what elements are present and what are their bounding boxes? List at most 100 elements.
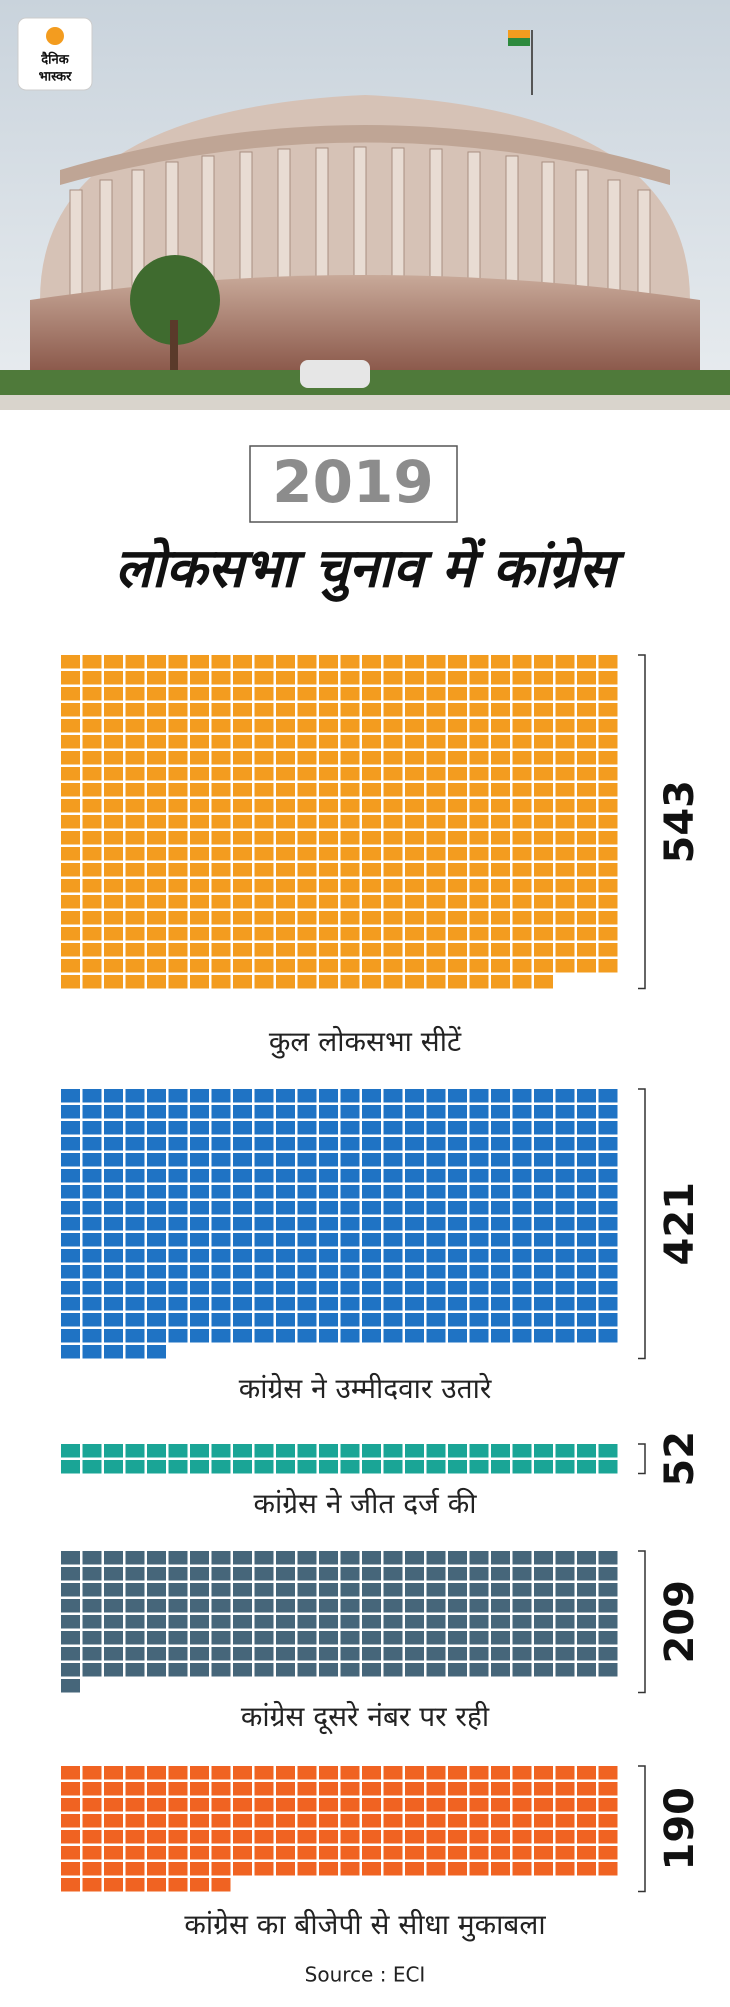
waffle-cell <box>147 1345 166 1359</box>
waffle-cell <box>469 1105 489 1119</box>
waffle-cell <box>104 1615 123 1629</box>
waffle-cell <box>211 1444 231 1458</box>
waffle-cell <box>211 783 231 797</box>
waffle-cell <box>147 1862 166 1876</box>
waffle-cell <box>405 655 424 669</box>
waffle-cell <box>362 1798 381 1812</box>
waffle-cell <box>491 815 510 829</box>
waffle-cell <box>512 927 532 941</box>
waffle-cell <box>469 1217 489 1231</box>
waffle-cell <box>362 1329 381 1343</box>
waffle-cell <box>233 783 252 797</box>
waffle-cell <box>190 1782 209 1796</box>
waffle-cell <box>276 1201 295 1215</box>
waffle-cell <box>555 1297 575 1311</box>
waffle-cell <box>168 1121 188 1135</box>
waffle-cell <box>383 831 403 845</box>
waffle-cell <box>534 911 553 925</box>
waffle-cell <box>340 1233 360 1247</box>
waffle-cell <box>61 1121 80 1135</box>
waffle-cell <box>340 959 360 973</box>
waffle-cell <box>82 1814 102 1828</box>
waffle-cell <box>598 863 618 877</box>
waffle-cell <box>362 1281 381 1295</box>
waffle-cell <box>82 1460 102 1474</box>
waffle-cell <box>555 1782 575 1796</box>
waffle-cell <box>491 687 510 701</box>
waffle-cell <box>383 815 403 829</box>
waffle-cell <box>168 1798 188 1812</box>
waffle-cell <box>383 959 403 973</box>
waffle-cell <box>61 1782 80 1796</box>
waffle-cell <box>82 1249 102 1263</box>
waffle-cell <box>491 1551 510 1565</box>
waffle-cell <box>190 959 209 973</box>
waffle-cell <box>512 1137 532 1151</box>
waffle-cell <box>82 799 102 813</box>
waffle-cell <box>82 1830 102 1844</box>
waffle-cell <box>233 1444 252 1458</box>
waffle-cell <box>211 1878 231 1892</box>
waffle-cell <box>448 767 467 781</box>
waffle-cell <box>362 1089 381 1103</box>
waffle-cell <box>297 879 317 893</box>
waffle-cell <box>405 1647 424 1661</box>
waffle-cell <box>469 1766 489 1780</box>
waffle-cell <box>405 1313 424 1327</box>
waffle-cell <box>362 1460 381 1474</box>
waffle-cell <box>147 863 166 877</box>
waffle-cell <box>61 847 80 861</box>
waffle-cell <box>276 1137 295 1151</box>
waffle-cell <box>147 1663 166 1677</box>
waffle-cell <box>276 1567 295 1581</box>
waffle-cell <box>233 1615 252 1629</box>
waffle-block <box>61 1444 618 1474</box>
waffle-cell <box>211 1153 231 1167</box>
waffle-cell <box>469 943 489 957</box>
waffle-cell <box>362 975 381 989</box>
waffle-cell <box>297 975 317 989</box>
waffle-cell <box>168 1137 188 1151</box>
waffle-cell <box>426 751 446 765</box>
waffle-cell <box>104 1846 123 1860</box>
waffle-cell <box>276 975 295 989</box>
waffle-cell <box>147 1631 166 1645</box>
waffle-cell <box>491 1766 510 1780</box>
waffle-cell <box>168 959 188 973</box>
waffle-cell <box>125 959 145 973</box>
waffle-cell <box>405 799 424 813</box>
waffle-cell <box>319 863 338 877</box>
waffle-cell <box>319 735 338 749</box>
waffle-cell <box>104 1121 123 1135</box>
waffle-cell <box>147 1599 166 1613</box>
waffle-cell <box>297 943 317 957</box>
waffle-cell <box>512 1782 532 1796</box>
waffle-cell <box>405 1830 424 1844</box>
waffle-cell <box>190 1567 209 1581</box>
waffle-cell <box>233 687 252 701</box>
waffle-cell <box>469 1846 489 1860</box>
waffle-cell <box>104 911 123 925</box>
waffle-cell <box>276 1105 295 1119</box>
waffle-cell <box>383 1814 403 1828</box>
waffle-cell <box>276 959 295 973</box>
waffle-cell <box>491 1217 510 1231</box>
waffle-cell <box>512 815 532 829</box>
waffle-cell <box>319 1137 338 1151</box>
waffle-cell <box>319 1782 338 1796</box>
waffle-cell <box>534 1647 553 1661</box>
waffle-cell <box>555 1265 575 1279</box>
waffle-cell <box>147 879 166 893</box>
waffle-cell <box>147 703 166 717</box>
waffle-cell <box>577 1814 596 1828</box>
waffle-cell <box>168 1663 188 1677</box>
waffle-cell <box>555 1599 575 1613</box>
waffle-cell <box>426 1137 446 1151</box>
waffle-cell <box>426 959 446 973</box>
waffle-cell <box>147 1444 166 1458</box>
waffle-cell <box>147 895 166 909</box>
waffle-cell <box>426 895 446 909</box>
waffle-cell <box>598 1766 618 1780</box>
waffle-cell <box>319 847 338 861</box>
waffle-cell <box>362 767 381 781</box>
